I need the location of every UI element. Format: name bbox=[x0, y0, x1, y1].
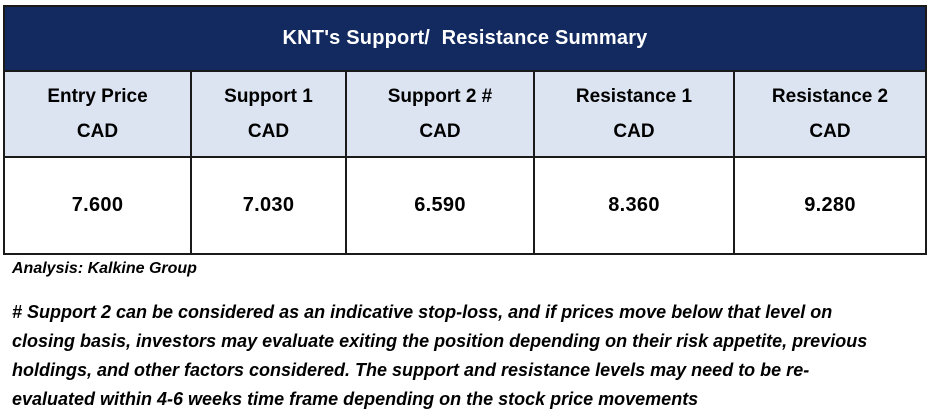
support-resistance-table: KNT's Support/ Resistance Summary Entry … bbox=[2, 5, 928, 255]
table-title-row: KNT's Support/ Resistance Summary bbox=[2, 5, 928, 72]
col-header-unit: CAD bbox=[613, 121, 655, 142]
table-value-row: 7.600 7.030 6.590 8.360 9.280 bbox=[3, 156, 928, 255]
footnote-line: closing basis, investors may evaluate ex… bbox=[12, 331, 868, 351]
col-header-label: Support 2 # bbox=[387, 86, 493, 107]
footnote: # Support 2 can be considered as an indi… bbox=[12, 298, 937, 414]
col-header-label: Resistance 1 bbox=[575, 86, 693, 107]
value-support-1: 7.030 bbox=[190, 156, 347, 255]
table-header-row: Entry Price CAD Support 1 CAD Support 2 … bbox=[3, 70, 928, 158]
col-header-label: Support 1 bbox=[224, 86, 313, 107]
col-header-unit: CAD bbox=[247, 121, 290, 142]
col-header-unit: CAD bbox=[809, 121, 851, 142]
col-header-support-1: Support 1 CAD bbox=[190, 70, 347, 158]
footnote-line: holdings, and other factors considered. … bbox=[12, 360, 810, 380]
col-header-unit: CAD bbox=[419, 121, 461, 142]
table-title: KNT's Support/ Resistance Summary bbox=[2, 5, 928, 72]
col-header-support-2: Support 2 # CAD bbox=[345, 70, 535, 158]
value-resistance-2: 9.280 bbox=[732, 156, 928, 255]
col-header-resistance-2: Resistance 2 CAD bbox=[732, 70, 928, 158]
col-header-label: Resistance 2 bbox=[771, 86, 889, 107]
value-resistance-1: 8.360 bbox=[533, 156, 735, 255]
footnote-line: # Support 2 can be considered as an indi… bbox=[12, 302, 833, 322]
value-entry-price: 7.600 bbox=[3, 156, 192, 255]
col-header-entry-price: Entry Price CAD bbox=[3, 70, 192, 158]
value-support-2: 6.590 bbox=[345, 156, 535, 255]
source-credit: Analysis: Kalkine Group bbox=[12, 260, 197, 277]
footnote-line: evaluated within 4-6 weeks time frame de… bbox=[12, 389, 699, 409]
col-header-label: Entry Price bbox=[47, 86, 148, 107]
col-header-resistance-1: Resistance 1 CAD bbox=[533, 70, 735, 158]
col-header-unit: CAD bbox=[76, 121, 119, 142]
